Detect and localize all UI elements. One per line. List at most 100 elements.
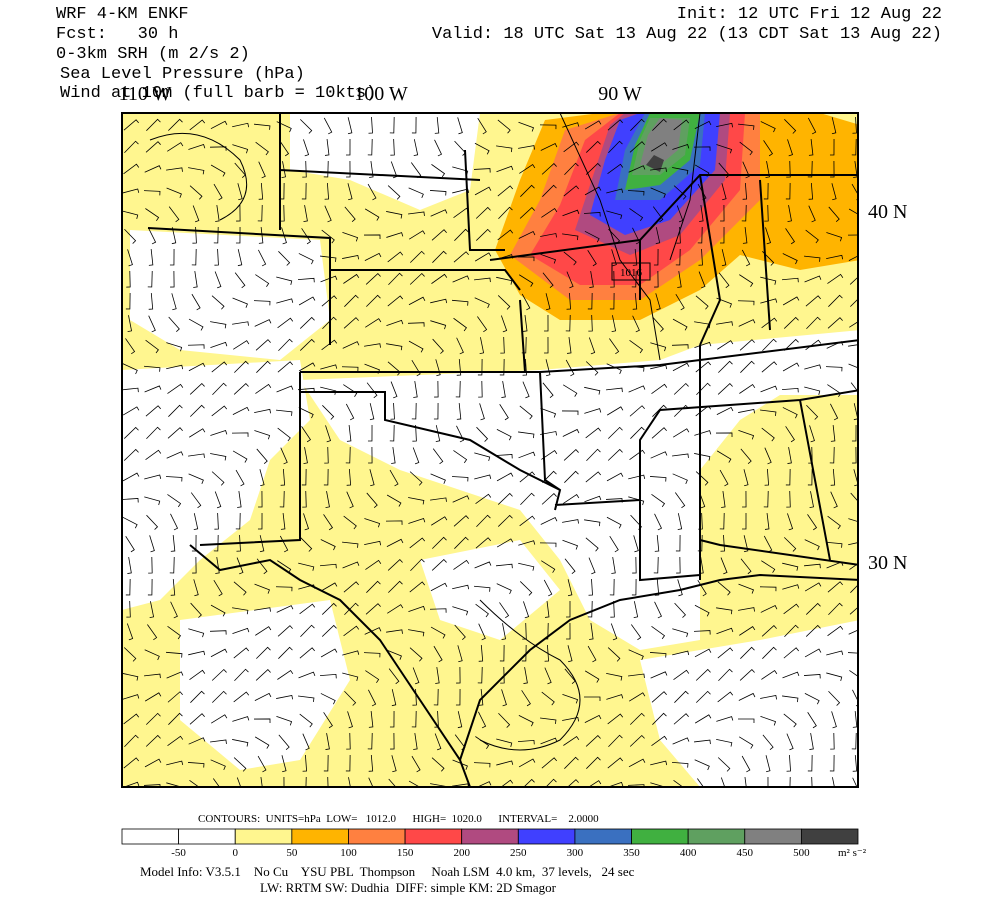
wind-barb — [190, 404, 205, 417]
wind-barb — [673, 713, 689, 725]
wind-barb — [807, 117, 817, 135]
colorbar: -50 0 50 100 150 200 250 300 350 400 450 500 m² s⁻² — [121, 828, 867, 859]
header-line: Fcst: 30 h — [56, 25, 178, 44]
wind-barb — [500, 666, 505, 684]
wind-barb — [518, 758, 536, 768]
wind-barb — [848, 363, 858, 369]
wind-barb — [413, 381, 418, 398]
wind-barb — [169, 556, 175, 574]
wind-barb — [540, 717, 557, 725]
wind-barb — [124, 140, 139, 154]
wind-barb — [149, 535, 155, 553]
wind-barb — [170, 601, 178, 619]
wind-barb — [519, 405, 533, 420]
wind-barb — [170, 513, 179, 531]
colorbar-box — [461, 828, 519, 845]
wind-barbs — [122, 116, 858, 787]
wind-barb — [627, 190, 645, 196]
wind-barb — [632, 249, 638, 266]
wind-barb — [321, 339, 338, 351]
wind-barb — [742, 182, 748, 200]
wind-barb — [478, 623, 486, 641]
wind-barb — [545, 293, 551, 311]
wind-barb — [412, 447, 420, 465]
wind-barb — [675, 293, 685, 311]
wind-barb — [299, 316, 315, 329]
wind-barb — [298, 671, 316, 679]
wind-barb — [235, 512, 241, 530]
wind-barb — [806, 316, 821, 330]
wind-barb — [828, 690, 841, 706]
wind-barb — [543, 579, 553, 597]
wind-barb — [760, 385, 778, 393]
wind-barb — [564, 470, 579, 483]
wind-barb — [236, 204, 241, 222]
wind-barb — [628, 649, 644, 661]
wind-barb — [741, 512, 747, 530]
wind-barb — [567, 579, 573, 597]
wind-barb — [633, 601, 639, 619]
wind-barb — [698, 491, 706, 509]
wind-barb — [808, 205, 816, 223]
wind-barb — [654, 578, 660, 596]
wind-barb — [518, 451, 536, 459]
wind-barb — [586, 756, 601, 769]
wind-barb — [521, 293, 531, 311]
wind-barb — [189, 428, 206, 438]
wind-barb — [830, 732, 835, 750]
wind-barb — [781, 387, 799, 393]
wind-barb — [607, 163, 624, 175]
colorbar-label: 450 — [737, 847, 754, 859]
wind-barb — [232, 297, 248, 308]
wind-barb — [737, 718, 755, 724]
wind-barb — [455, 688, 461, 706]
header-line: 0-3km SRH (m 2/s 2) — [56, 45, 250, 64]
wind-barb — [805, 624, 821, 637]
wind-barb — [787, 139, 794, 157]
wind-barb — [278, 734, 290, 751]
colorbar-label: 100 — [340, 847, 357, 859]
wind-barb — [849, 563, 858, 570]
wind-barb — [830, 491, 838, 509]
lon-label: 100 W — [354, 83, 408, 105]
wind-barb — [672, 650, 690, 656]
wind-barb — [716, 122, 734, 128]
wind-barb — [606, 516, 622, 529]
wind-barb — [257, 755, 267, 773]
wind-barb — [784, 624, 799, 638]
wind-barb — [715, 432, 733, 437]
wind-barb — [345, 446, 351, 464]
wind-barb — [650, 187, 666, 198]
wind-barb — [478, 644, 484, 662]
wind-barb — [477, 358, 483, 376]
wind-barb — [346, 468, 352, 486]
wind-barb — [584, 120, 602, 130]
wind-barb — [302, 754, 308, 772]
wind-barb — [676, 205, 684, 223]
wind-barb — [782, 296, 800, 306]
wind-barb — [585, 427, 602, 439]
wind-barb — [232, 122, 250, 128]
colorbar-box — [291, 828, 349, 845]
wind-barb — [232, 450, 248, 463]
wind-barb — [430, 209, 448, 217]
wind-barb — [301, 228, 311, 245]
wind-barb — [235, 469, 245, 487]
wind-barb — [478, 711, 487, 729]
colorbar-box — [234, 828, 293, 845]
wind-barb — [347, 711, 353, 729]
wind-barb — [210, 321, 227, 329]
wind-barb — [850, 584, 858, 593]
wind-barb — [676, 556, 681, 574]
wind-barb — [479, 403, 485, 421]
wind-barb — [739, 626, 756, 636]
wind-barb — [698, 248, 703, 266]
wind-barb — [475, 493, 492, 505]
wind-barb — [255, 626, 272, 636]
wind-barb — [521, 336, 527, 354]
wind-barb — [804, 275, 822, 283]
wind-barb — [188, 628, 205, 638]
wind-barb — [567, 645, 573, 663]
wind-barb — [211, 361, 228, 373]
wind-barb — [631, 270, 637, 288]
